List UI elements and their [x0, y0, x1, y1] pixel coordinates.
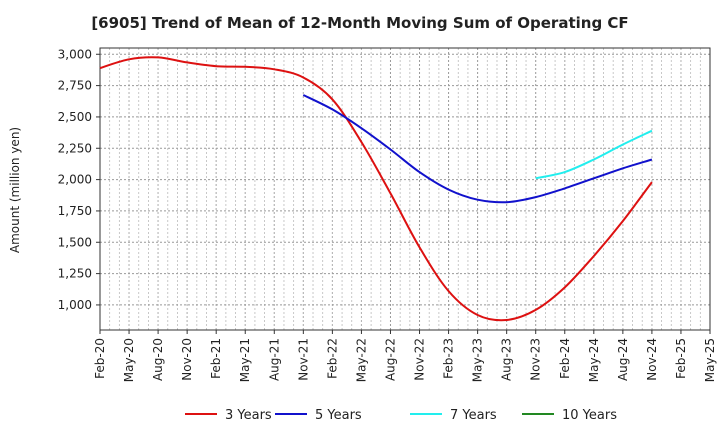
- y-tick-label: 1,500: [58, 235, 92, 249]
- x-tick-label: May-24: [587, 338, 601, 382]
- series-line-5-years: [302, 94, 653, 204]
- x-axis: Feb-20 May-20 Aug-20 Nov-20 Feb-21 May-21 Aug-…: [93, 330, 717, 382]
- y-tick-label: 2,250: [58, 141, 92, 155]
- legend-label-5-years: 5 Years: [315, 408, 362, 423]
- y-tick-label: 1,000: [58, 298, 92, 312]
- x-tick-label: Feb-24: [558, 338, 572, 379]
- x-tick-label: Feb-23: [442, 338, 456, 379]
- x-tick-label: May-25: [703, 338, 717, 382]
- x-tick-label: Nov-24: [645, 338, 659, 381]
- x-tick-label: Nov-22: [413, 338, 427, 381]
- series-lines: [99, 56, 653, 322]
- y-axis: 1,000 1,250 1,500 1,750 2,000 2,250 2,500 2,750…: [58, 47, 100, 312]
- y-tick-label: 1,250: [58, 267, 92, 281]
- x-tick-label: Aug-24: [616, 338, 630, 381]
- y-tick-label: 2,500: [58, 110, 92, 124]
- y-axis-label: Amount (million yen): [8, 127, 22, 253]
- series-line-7-years: [535, 129, 653, 180]
- y-tick-label: 3,000: [58, 47, 92, 61]
- x-tick-label: Nov-23: [529, 338, 543, 381]
- x-tick-label: Feb-20: [93, 338, 107, 379]
- y-tick-label: 2,000: [58, 173, 92, 187]
- x-tick-label: Aug-22: [383, 338, 397, 381]
- x-tick-label: Nov-21: [296, 338, 310, 381]
- x-tick-label: Aug-20: [151, 338, 165, 381]
- x-tick-label: Feb-25: [674, 338, 688, 379]
- x-tick-label: Feb-21: [209, 338, 223, 379]
- legend-label-7-years: 7 Years: [450, 408, 497, 423]
- x-tick-label: Feb-22: [325, 338, 339, 379]
- legend: 3 Years 5 Years 7 Years 10 Years: [185, 408, 617, 423]
- grid: [100, 48, 710, 330]
- x-tick-label: May-20: [122, 338, 136, 382]
- x-tick-label: Aug-21: [267, 338, 281, 381]
- legend-label-3-years: 3 Years: [225, 408, 272, 423]
- chart-title: [6905] Trend of Mean of 12-Month Moving …: [91, 14, 629, 32]
- x-tick-label: May-22: [354, 338, 368, 382]
- series-line-3-years: [99, 56, 653, 322]
- x-tick-label: Aug-23: [500, 338, 514, 381]
- legend-label-10-years: 10 Years: [562, 408, 617, 423]
- y-tick-label: 1,750: [58, 204, 92, 218]
- y-tick-label: 2,750: [58, 79, 92, 93]
- x-tick-label: May-21: [238, 338, 252, 382]
- x-tick-label: May-23: [471, 338, 485, 382]
- plot-area: [99, 47, 711, 331]
- x-tick-label: Nov-20: [180, 338, 194, 381]
